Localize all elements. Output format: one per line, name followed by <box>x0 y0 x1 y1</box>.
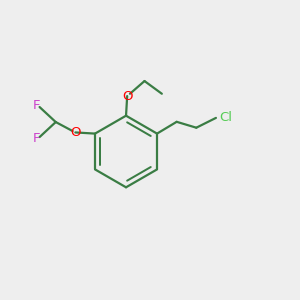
Text: O: O <box>70 126 81 139</box>
Text: Cl: Cl <box>219 111 232 124</box>
Text: F: F <box>33 132 40 145</box>
Text: F: F <box>33 99 40 112</box>
Text: O: O <box>122 90 132 103</box>
